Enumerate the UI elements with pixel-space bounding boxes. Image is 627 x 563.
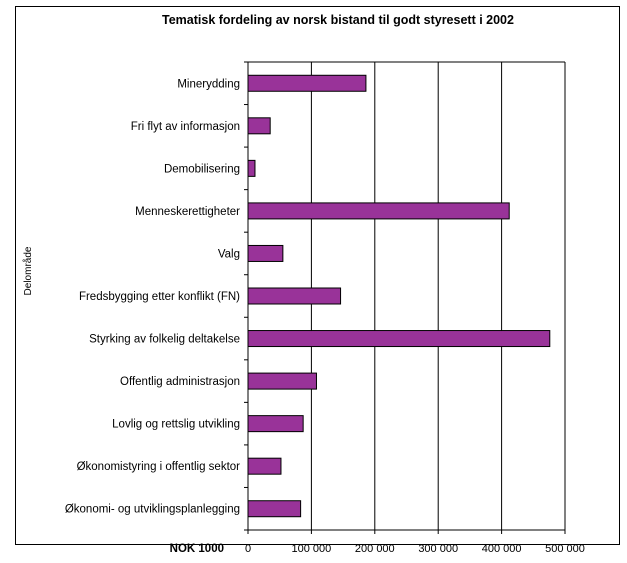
x-tick-label: 0 [245, 543, 251, 555]
bar [247, 500, 302, 518]
y-tick-label: Lovlig og rettslig utvikling [112, 419, 240, 431]
axes [244, 61, 566, 534]
y-tick-labels: Minerydding Fri flyt av informasjon Demobi… [65, 78, 240, 515]
x-tick-label: 200 000 [355, 543, 395, 555]
bar [247, 202, 510, 220]
y-tick-label: Økonomi- og utviklingsplanlegging [65, 504, 240, 516]
y-tick-label: Minerydding [177, 78, 240, 90]
y-tick-label: Fri flyt av informasjon [131, 121, 240, 133]
x-tick-label: 300 000 [418, 543, 458, 555]
y-tick-label: Styrking av folkelig deltakelse [89, 334, 240, 346]
y-axis-label: Delområde [22, 246, 34, 295]
bar [247, 330, 551, 348]
chart-frame [15, 6, 620, 545]
y-tick-label: Fredsbygging etter konflikt (FN) [79, 291, 240, 303]
y-tick-label: Økonomistyring i offentlig sektor [77, 461, 241, 473]
y-tick-label: Demobilisering [164, 163, 240, 175]
bar [247, 74, 367, 92]
bar [247, 415, 304, 433]
y-tick-label: Valg [218, 248, 240, 260]
bar [247, 117, 271, 135]
bar [247, 244, 284, 262]
x-axis-label: NOK 1000 [170, 543, 224, 555]
bar [247, 372, 317, 390]
gridlines [310, 62, 566, 530]
bar [247, 159, 256, 177]
x-tick-label: 400 000 [482, 543, 522, 555]
bar [247, 287, 342, 305]
y-tick-label: Menneskerettigheter [135, 206, 240, 218]
chart-title: Tematisk fordeling av norsk bistand til … [162, 13, 514, 27]
x-tick-labels: 0 100 000 200 000 300 000 400 000 500 000 [245, 543, 585, 555]
bars [247, 74, 551, 518]
y-tick-label: Offentlig administrasjon [120, 376, 240, 388]
bar [247, 457, 282, 475]
x-tick-label: 100 000 [292, 543, 332, 555]
x-tick-label: 500 000 [545, 543, 585, 555]
